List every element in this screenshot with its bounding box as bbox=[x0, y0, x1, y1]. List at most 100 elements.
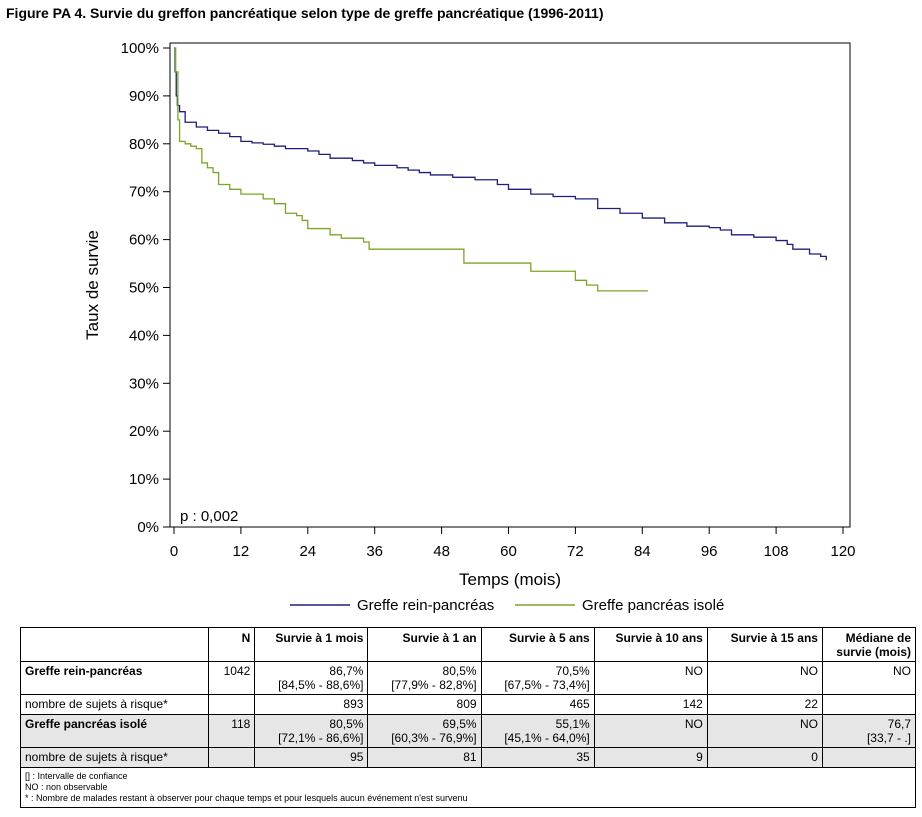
x-tick-label: 96 bbox=[701, 543, 718, 560]
confidence-interval: [84,5% - 88,6%] bbox=[278, 678, 364, 692]
table-row: Greffe pancréas isolé 118 80,5% [72,1% - … bbox=[20, 714, 917, 748]
cell-risk-1-mois: 893 bbox=[254, 694, 369, 715]
survival-chart: 0% 10% 20% 30% 40% 50% 60% 70% 80% 90% 100% 0 12 24 36… bbox=[83, 40, 856, 614]
y-tick-label: 0% bbox=[137, 519, 159, 536]
legend-label-pancreas-isole: Greffe pancréas isolé bbox=[582, 597, 724, 614]
cell-survie-10-ans: NO bbox=[593, 661, 708, 695]
value: 70,5% bbox=[555, 664, 590, 678]
x-tick-label: 12 bbox=[233, 543, 250, 560]
cell-risk-mediane bbox=[821, 747, 917, 768]
note-non-observable: NO : non observable bbox=[25, 782, 108, 792]
cell-n: 118 bbox=[207, 714, 256, 748]
cell-risk-10-ans: 9 bbox=[593, 747, 708, 768]
cell-survie-5-ans: 55,1% [45,1% - 64,0%] bbox=[480, 714, 595, 748]
y-tick-label: 100% bbox=[121, 40, 159, 57]
y-tick-label: 50% bbox=[129, 280, 159, 297]
x-axis-title: Temps (mois) bbox=[459, 570, 561, 589]
note-subjects-at-risk: * : Nombre de malades restant à observer… bbox=[25, 793, 468, 803]
cell-risk-1-an: 81 bbox=[367, 747, 482, 768]
row-label: nombre de sujets à risque* bbox=[20, 694, 209, 715]
table-notes: [] : Intervalle de confiance NO : non ob… bbox=[20, 767, 916, 808]
note-confidence-interval: [] : Intervalle de confiance bbox=[25, 771, 128, 781]
cell-survie-5-ans: 70,5% [67,5% - 73,4%] bbox=[480, 661, 595, 695]
table-row: Greffe rein-pancréas 1042 86,7% [84,5% - … bbox=[20, 661, 917, 695]
x-tick-label: 72 bbox=[567, 543, 584, 560]
x-tick-label: 60 bbox=[500, 543, 517, 560]
value: 76,7 bbox=[887, 717, 911, 731]
cell-n bbox=[207, 747, 256, 768]
y-tick-label: 10% bbox=[129, 471, 159, 488]
figure-title: Figure PA 4. Survie du greffon pancréati… bbox=[6, 5, 604, 21]
cell-survie-1-an: 69,5% [60,3% - 76,9%] bbox=[367, 714, 482, 748]
cell-risk-1-an: 809 bbox=[367, 694, 482, 715]
x-tick-label: 84 bbox=[634, 543, 651, 560]
cell-risk-5-ans: 35 bbox=[480, 747, 595, 768]
y-tick-label: 20% bbox=[129, 423, 159, 440]
series-line-pancreas-isole bbox=[174, 47, 648, 292]
y-tick-label: 70% bbox=[129, 184, 159, 201]
p-value-annotation: p : 0,002 bbox=[180, 508, 238, 525]
cell-risk-10-ans: 142 bbox=[593, 694, 708, 715]
confidence-interval: [60,3% - 76,9%] bbox=[391, 731, 477, 745]
y-tick-label: 60% bbox=[129, 232, 159, 249]
cell-risk-15-ans: 22 bbox=[706, 694, 823, 715]
value: 86,7% bbox=[329, 664, 364, 678]
value: 69,5% bbox=[442, 717, 477, 731]
cell-n: 1042 bbox=[207, 661, 256, 695]
y-axis-title: Taux de survie bbox=[83, 230, 102, 340]
cell-mediane: 76,7 [33,7 - .] bbox=[821, 714, 917, 748]
header-survie-1-mois: Survie à 1 mois bbox=[254, 627, 369, 662]
y-tick-label: 40% bbox=[129, 327, 159, 344]
axis-ticks: 0% 10% 20% 30% 40% 50% 60% 70% 80% 90% 100% 0 12 24 36… bbox=[121, 40, 856, 560]
x-tick-label: 108 bbox=[764, 543, 789, 560]
cell-survie-1-mois: 86,7% [84,5% - 88,6%] bbox=[254, 661, 369, 695]
header-mediane: Médiane de survie (mois) bbox=[821, 627, 917, 662]
value: 55,1% bbox=[555, 717, 590, 731]
confidence-interval: [33,7 - .] bbox=[866, 731, 911, 745]
confidence-interval: [67,5% - 73,4%] bbox=[504, 678, 590, 692]
confidence-interval: [45,1% - 64,0%] bbox=[504, 731, 590, 745]
header-survie-5-ans: Survie à 5 ans bbox=[480, 627, 595, 662]
series-lines bbox=[174, 47, 827, 292]
legend: Greffe rein-pancréas Greffe pancréas iso… bbox=[290, 597, 724, 614]
confidence-interval: [72,1% - 86,6%] bbox=[278, 731, 364, 745]
x-tick-label: 24 bbox=[299, 543, 316, 560]
row-label: Greffe rein-pancréas bbox=[20, 661, 209, 695]
cell-survie-1-mois: 80,5% [72,1% - 86,6%] bbox=[254, 714, 369, 748]
value: 80,5% bbox=[329, 717, 364, 731]
x-tick-label: 48 bbox=[433, 543, 450, 560]
value: 80,5% bbox=[442, 664, 477, 678]
header-survie-15-ans: Survie à 15 ans bbox=[706, 627, 823, 662]
header-empty bbox=[20, 627, 209, 662]
y-tick-label: 30% bbox=[129, 375, 159, 392]
legend-label-rein-pancreas: Greffe rein-pancréas bbox=[357, 597, 494, 614]
cell-survie-10-ans: NO bbox=[593, 714, 708, 748]
x-tick-label: 0 bbox=[170, 543, 178, 560]
table-row: nombre de sujets à risque* 95 81 35 9 0 bbox=[20, 747, 917, 768]
plot-frame bbox=[169, 42, 851, 528]
cell-risk-5-ans: 465 bbox=[480, 694, 595, 715]
cell-survie-15-ans: NO bbox=[706, 661, 823, 695]
row-label: Greffe pancréas isolé bbox=[20, 714, 209, 748]
survival-table: N Survie à 1 mois Survie à 1 an Survie à… bbox=[20, 627, 917, 808]
cell-survie-15-ans: NO bbox=[706, 714, 823, 748]
header-n: N bbox=[207, 627, 256, 662]
cell-survie-1-an: 80,5% [77,9% - 82,8%] bbox=[367, 661, 482, 695]
cell-risk-mediane bbox=[821, 694, 917, 715]
y-tick-label: 90% bbox=[129, 88, 159, 105]
cell-risk-1-mois: 95 bbox=[254, 747, 369, 768]
x-tick-label: 36 bbox=[366, 543, 383, 560]
table-header-row: N Survie à 1 mois Survie à 1 an Survie à… bbox=[20, 627, 917, 662]
table-notes-row: [] : Intervalle de confiance NO : non ob… bbox=[20, 767, 916, 808]
header-survie-10-ans: Survie à 10 ans bbox=[593, 627, 708, 662]
cell-mediane: NO bbox=[821, 661, 917, 695]
x-tick-label: 120 bbox=[830, 543, 855, 560]
y-tick-label: 80% bbox=[129, 136, 159, 153]
confidence-interval: [77,9% - 82,8%] bbox=[391, 678, 477, 692]
cell-risk-15-ans: 0 bbox=[706, 747, 823, 768]
row-label: nombre de sujets à risque* bbox=[20, 747, 209, 768]
series-line-rein-pancreas bbox=[174, 47, 827, 261]
header-survie-1-an: Survie à 1 an bbox=[367, 627, 482, 662]
value: NO bbox=[893, 664, 911, 678]
table-row: nombre de sujets à risque* 893 809 465 1… bbox=[20, 694, 917, 715]
